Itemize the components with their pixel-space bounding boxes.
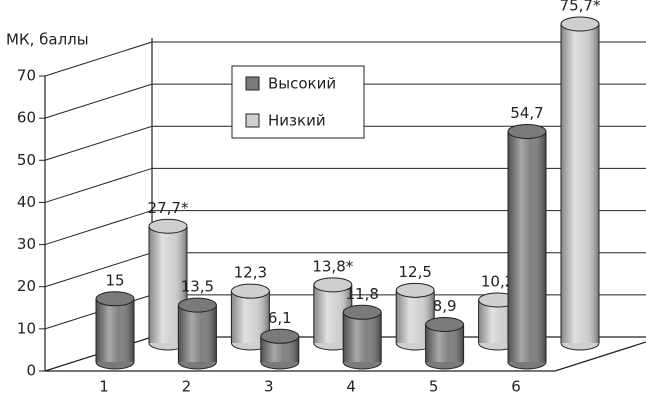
bar-outline bbox=[260, 336, 300, 362]
grid-line bbox=[44, 252, 153, 288]
value-label: 13,8* bbox=[312, 257, 353, 275]
legend-swatch bbox=[245, 113, 260, 128]
y-tick-label: 0 bbox=[26, 362, 36, 380]
value-label: 12,5 bbox=[398, 263, 431, 281]
bar-top bbox=[342, 304, 382, 320]
bar-top bbox=[95, 291, 135, 307]
grid-line bbox=[44, 210, 153, 246]
bar-top bbox=[313, 277, 353, 293]
value-label: 75,7* bbox=[560, 0, 601, 14]
bar-top bbox=[560, 16, 600, 32]
bar-shade bbox=[178, 305, 217, 362]
floor-right bbox=[554, 341, 646, 372]
x-tick-label: 1 bbox=[99, 378, 109, 396]
y-tick-label: 70 bbox=[17, 67, 36, 85]
y-tick-label: 20 bbox=[17, 277, 36, 295]
value-label: 8,9 bbox=[433, 297, 457, 315]
value-label: 54,7 bbox=[510, 104, 543, 122]
bar-top bbox=[148, 218, 188, 234]
value-label: 10,2 bbox=[481, 273, 514, 291]
grid-line bbox=[44, 125, 153, 161]
bar-top bbox=[230, 283, 270, 299]
value-label: 11,8 bbox=[345, 285, 378, 303]
value-label: 13,5 bbox=[181, 278, 214, 296]
x-tick-label: 4 bbox=[346, 378, 356, 396]
legend-swatch bbox=[245, 76, 260, 91]
value-label: 12,3 bbox=[234, 264, 267, 282]
value-label: 27,7* bbox=[148, 199, 189, 217]
bar-shade bbox=[561, 23, 599, 343]
bar-outline bbox=[177, 305, 217, 362]
grid-line bbox=[44, 41, 153, 77]
x-tick-label: 6 bbox=[511, 378, 521, 396]
bar-outline bbox=[507, 131, 547, 362]
bar-top bbox=[425, 316, 465, 332]
value-label: 15 bbox=[105, 271, 124, 289]
x-tick-label: 2 bbox=[182, 378, 192, 396]
bar-top bbox=[507, 123, 547, 139]
bar-outline bbox=[95, 298, 135, 362]
y-axis-label: МК, баллы bbox=[6, 31, 89, 49]
bar-shade bbox=[508, 131, 546, 362]
grid-line bbox=[44, 167, 153, 203]
y-tick-label: 10 bbox=[17, 319, 36, 337]
bar-top bbox=[395, 282, 435, 298]
legend-label: Низкий bbox=[268, 112, 326, 130]
y-tick-label: 50 bbox=[17, 151, 36, 169]
grid-line bbox=[44, 83, 153, 119]
x-tick-label: 3 bbox=[264, 378, 274, 396]
x-tick-label: 5 bbox=[429, 378, 439, 396]
legend: Высокий Низкий bbox=[231, 65, 365, 139]
y-tick-label: 30 bbox=[17, 235, 36, 253]
y-tick-label: 40 bbox=[17, 193, 36, 211]
bars: 1 27,7* 15 2 12,3 13,5 3 13,8* 6,1 4 12,5 11,8 5 10,2… bbox=[95, 0, 601, 396]
legend-label: Высокий bbox=[268, 75, 336, 93]
bar-shade bbox=[96, 298, 134, 362]
value-label: 6,1 bbox=[268, 309, 292, 327]
bar-outline bbox=[342, 312, 382, 362]
bar-shade bbox=[343, 312, 382, 362]
bar-outline bbox=[560, 23, 600, 343]
y-tick-label: 60 bbox=[17, 109, 36, 127]
bar-top bbox=[177, 297, 217, 313]
bar-outline bbox=[425, 324, 465, 362]
bar-top bbox=[260, 328, 300, 344]
